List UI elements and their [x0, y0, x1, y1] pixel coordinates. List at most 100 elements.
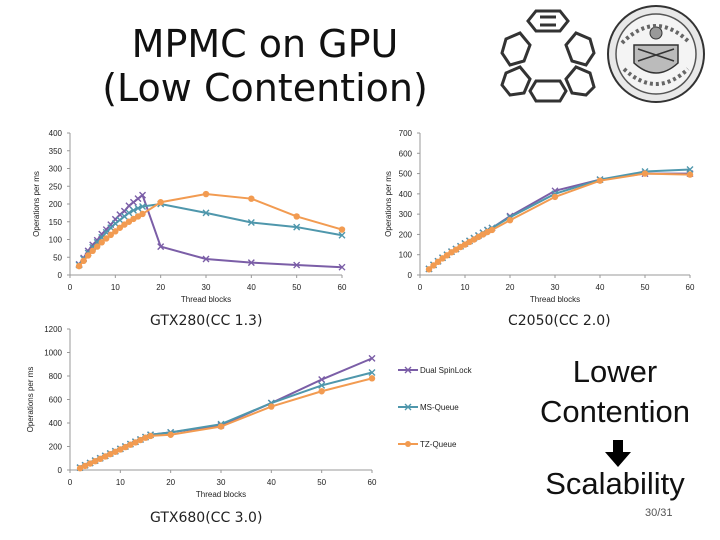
y-tick-label: 250	[49, 182, 63, 191]
y-tick-label: 500	[399, 170, 413, 179]
data-point	[132, 439, 139, 446]
data-point	[318, 388, 325, 395]
data-point	[142, 434, 149, 441]
x-tick-label: 30	[217, 478, 226, 487]
x-tick-label: 20	[156, 283, 165, 292]
series-line-ms-queue	[79, 371, 373, 469]
data-point	[248, 195, 255, 202]
legend-marker	[404, 403, 412, 411]
y-axis-label: Operations per ms	[32, 171, 41, 237]
y-tick-label: 0	[58, 466, 63, 475]
data-point	[81, 462, 89, 470]
x-axis-label: Thread blocks	[196, 490, 246, 499]
data-point	[76, 465, 84, 472]
scalability-text: Scalability	[545, 466, 685, 501]
data-point	[202, 209, 210, 217]
y-tick-label: 700	[399, 129, 413, 138]
series-line-dual-spinlock	[79, 357, 373, 469]
data-point	[139, 202, 147, 210]
data-point	[338, 263, 346, 271]
data-point	[293, 261, 301, 269]
x-tick-label: 0	[68, 283, 73, 292]
x-tick-label: 60	[368, 478, 377, 487]
data-point	[125, 209, 133, 217]
y-tick-label: 200	[399, 230, 413, 239]
data-point	[368, 375, 376, 382]
data-point	[117, 446, 124, 453]
down-arrow-icon	[605, 440, 631, 467]
data-point	[368, 354, 376, 362]
data-point	[139, 210, 146, 218]
x-tick-label: 10	[116, 478, 125, 487]
data-point	[202, 190, 210, 198]
data-point	[338, 226, 346, 233]
data-point	[112, 448, 119, 455]
data-point	[318, 376, 326, 384]
university-logo	[500, 9, 596, 103]
data-point	[122, 443, 129, 451]
legend-label: Dual SpinLock	[420, 366, 473, 375]
y-axis-label: Operations per ms	[384, 171, 393, 237]
series-line-tz-queue	[428, 172, 691, 271]
y-tick-label: 400	[49, 129, 63, 138]
data-point	[217, 423, 225, 430]
data-point	[94, 243, 101, 250]
data-point	[147, 432, 154, 440]
legend-marker	[404, 366, 412, 374]
series-dual-spinlock	[76, 354, 376, 472]
series-line-dual-spinlock	[428, 172, 690, 270]
series-ms-queue	[75, 200, 346, 269]
data-point	[86, 460, 94, 467]
data-point	[139, 191, 147, 199]
data-point	[91, 457, 99, 465]
data-point	[134, 204, 142, 212]
data-point	[157, 199, 164, 206]
series-tz-queue	[75, 190, 346, 270]
y-tick-label: 200	[49, 443, 63, 452]
title-line-1: MPMC on GPU	[131, 22, 399, 66]
y-tick-label: 1000	[44, 349, 62, 358]
lower-line-2: Contention	[540, 394, 690, 429]
data-point	[167, 431, 174, 438]
data-point	[137, 436, 144, 444]
data-point	[75, 262, 83, 270]
chart-gtx680: 0 200 400 600 800 1000 1200 0 10 20 30 40 50 60 Thread…	[26, 325, 473, 499]
data-point	[107, 231, 115, 239]
data-point	[107, 450, 114, 458]
data-point	[84, 252, 92, 259]
y-axis-label: Operations per ms	[26, 367, 35, 433]
university-seal	[607, 5, 705, 103]
data-point	[434, 258, 442, 266]
data-point	[686, 171, 694, 178]
x-tick-label: 60	[686, 283, 695, 292]
series-dual-spinlock	[75, 191, 346, 271]
data-point	[268, 403, 275, 410]
data-point	[318, 381, 326, 389]
x-tick-label: 50	[641, 283, 650, 292]
x-tick-label: 40	[267, 478, 276, 487]
data-point	[103, 235, 110, 242]
series-tz-queue	[425, 170, 694, 273]
data-point	[89, 247, 96, 255]
caption-gtx680: GTX680(CC 3.0)	[150, 510, 263, 526]
x-tick-label: 10	[111, 283, 120, 292]
data-point	[80, 257, 87, 264]
data-point	[641, 170, 649, 177]
x-tick-label: 20	[506, 283, 515, 292]
y-tick-label: 50	[53, 253, 62, 262]
x-tick-label: 50	[317, 478, 326, 487]
chart-gtx280: 0 50 100 150 200 250 300 350 400 0 10 20 30 40 50 60 Thr…	[32, 129, 347, 304]
data-point	[129, 206, 137, 214]
page-number: 30/31	[645, 507, 673, 519]
data-point	[293, 213, 300, 220]
data-point	[506, 217, 514, 224]
legend-label: TZ-Queue	[420, 440, 457, 449]
y-tick-label: 800	[49, 372, 63, 381]
y-tick-label: 600	[49, 396, 63, 405]
data-point	[98, 239, 105, 246]
x-tick-label: 0	[418, 283, 423, 292]
data-point	[596, 177, 604, 184]
x-tick-label: 40	[247, 283, 256, 292]
data-point	[686, 166, 694, 174]
legend-item-tz-queue: TZ-Queue	[398, 440, 457, 449]
